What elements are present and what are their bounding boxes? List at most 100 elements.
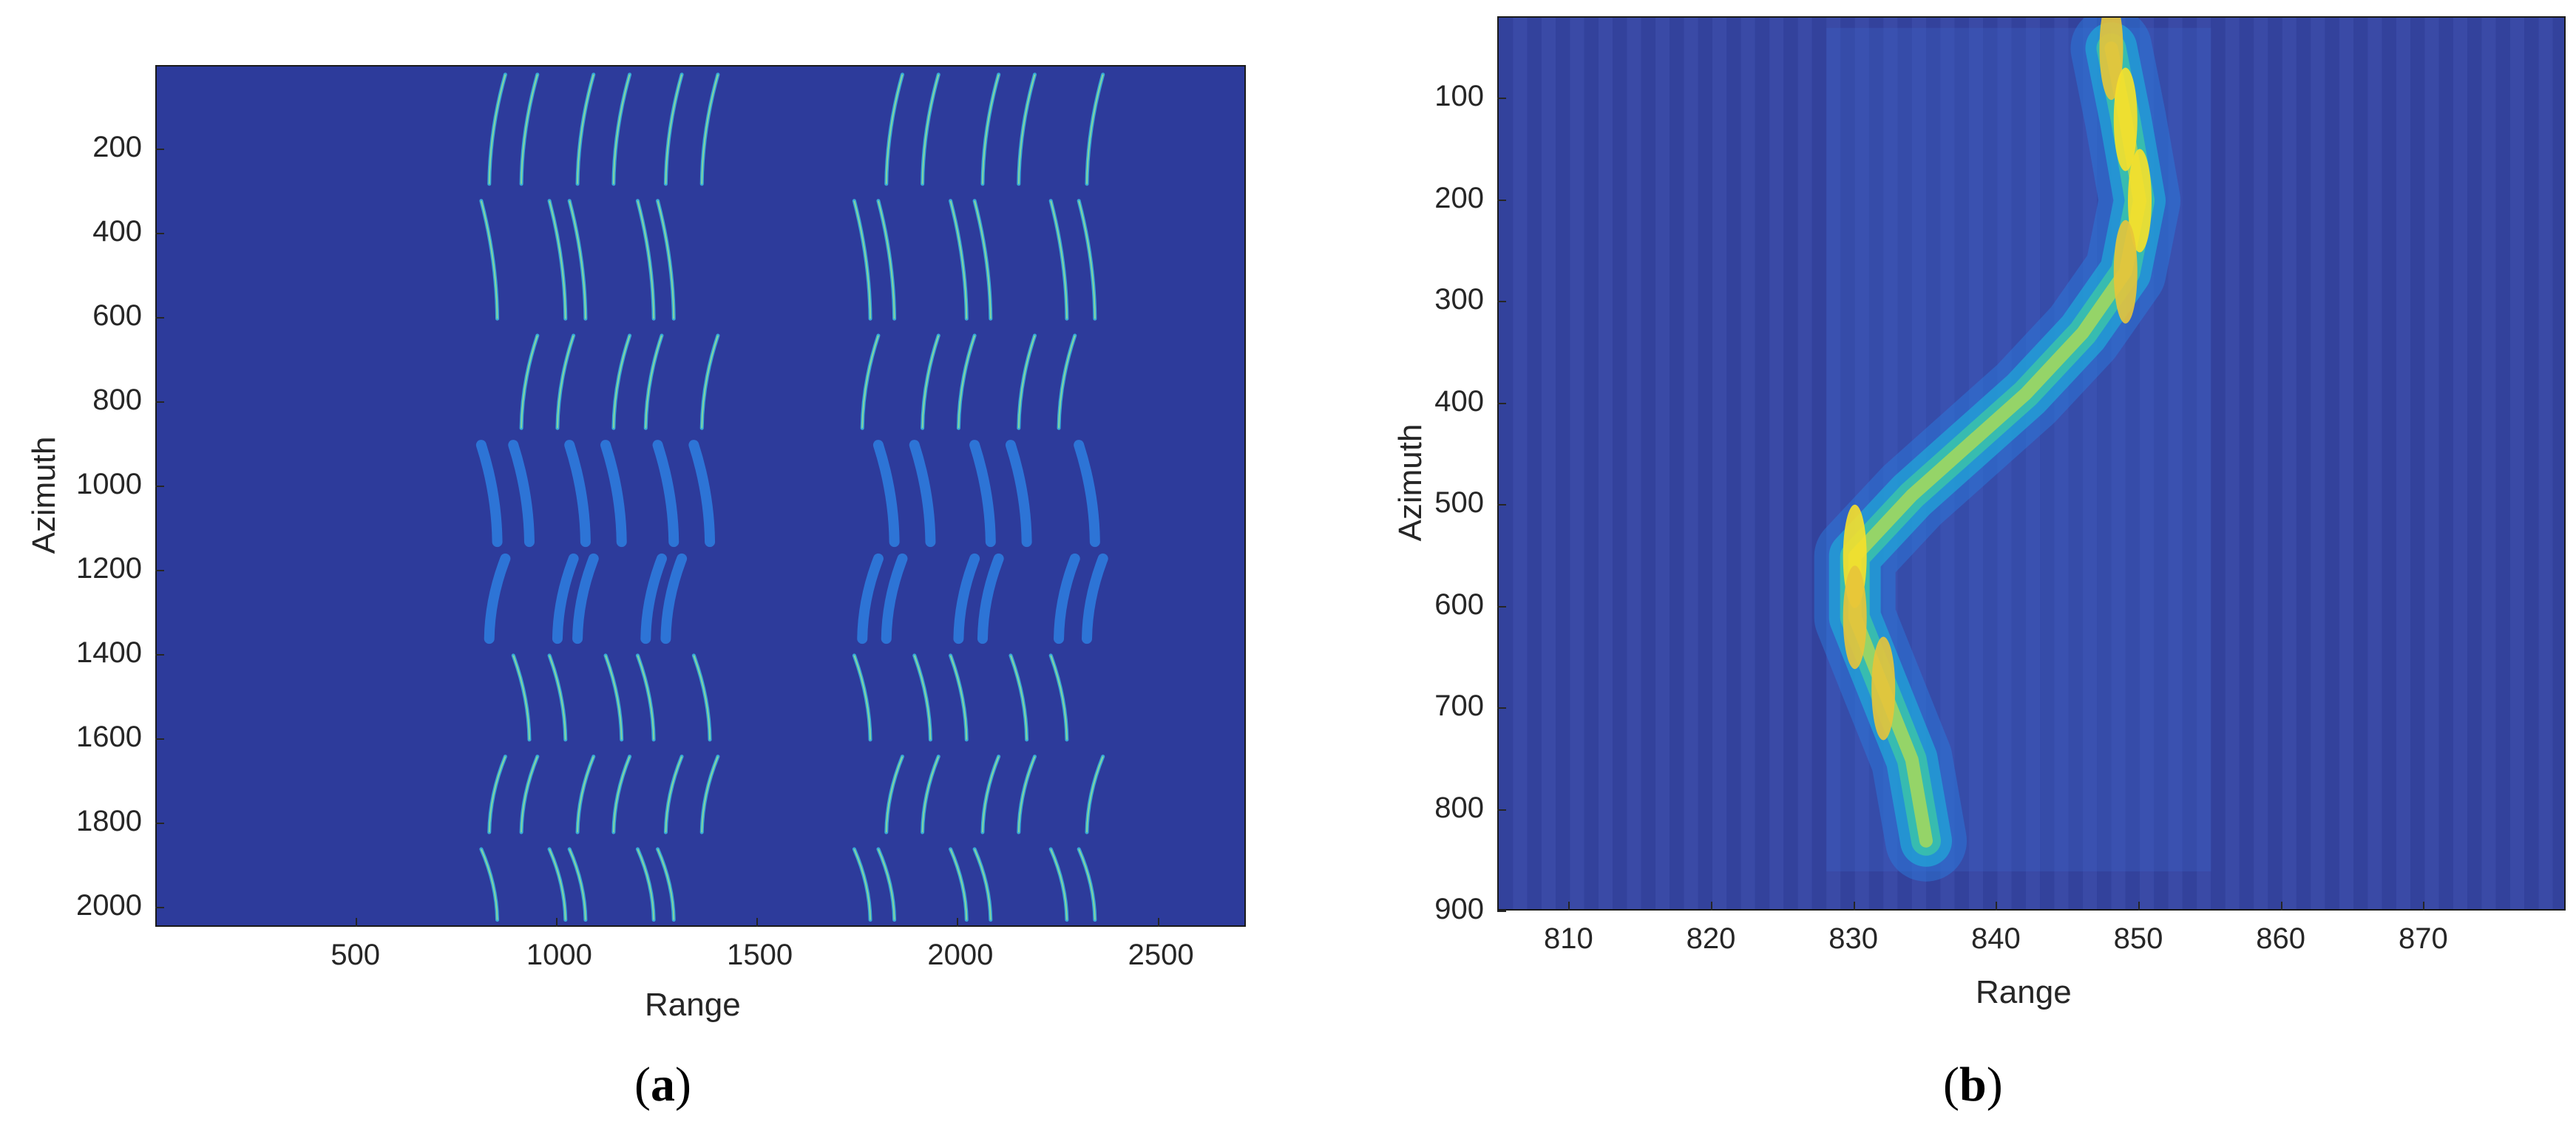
peak-b (2113, 67, 2138, 171)
y-tick-mark-0 (155, 738, 164, 740)
trace-a (860, 333, 881, 430)
y-tick-label-1: 500 (1434, 486, 1484, 519)
bg-stripe-b (2524, 18, 2539, 909)
trace-a (611, 333, 632, 430)
x-tick-label-0: 500 (331, 939, 381, 971)
trace-a (663, 72, 684, 186)
y-tick-mark-0 (155, 317, 164, 319)
trace-core-a (569, 848, 586, 920)
trace-a (884, 755, 904, 834)
y-tick-mark-1 (1497, 911, 1506, 912)
bg-stripe-b (2481, 18, 2496, 909)
trace-a (487, 72, 507, 186)
heatmap-a (475, 72, 1108, 922)
trace-core-a (577, 74, 594, 184)
bg-stripe-b (2438, 18, 2453, 909)
x-tick-mark-0 (756, 918, 759, 927)
trace-core-a (645, 335, 662, 429)
y-tick-label-0: 400 (92, 215, 142, 248)
trace-core-a (549, 848, 566, 920)
trace-core-a (853, 848, 871, 920)
trace-core-a (521, 335, 538, 429)
trace-core-a (521, 74, 538, 184)
trace-a (1085, 72, 1105, 186)
bg-stripe-b (2182, 18, 2197, 909)
trace-core-a (1078, 848, 1096, 920)
peak-b (2099, 18, 2123, 101)
bg-stripe-b (2325, 18, 2339, 909)
y-tick-label-1: 600 (1434, 588, 1484, 621)
bg-stripe-b (1641, 18, 1655, 909)
bg-stripe-b (1584, 18, 1599, 909)
trace-a (640, 553, 667, 644)
trace-core-a (1010, 655, 1028, 740)
x-tick-label-0: 2000 (927, 939, 994, 971)
trace-a (600, 440, 627, 548)
trace-a (872, 440, 900, 548)
trace-core-a (557, 335, 574, 429)
trace-a (1085, 755, 1105, 834)
y-tick-mark-0 (155, 569, 164, 571)
trace-a (977, 553, 1004, 644)
trace-core-a (613, 335, 631, 429)
trace-core-a (1050, 655, 1068, 740)
bg-stripe-b (2197, 18, 2211, 909)
bg-stripe-b (1811, 18, 1827, 909)
trace-a (567, 847, 588, 922)
bg-stripe-b (1499, 18, 1514, 909)
trace-core-a (878, 848, 895, 920)
trace-a (603, 653, 624, 742)
trace-a (1009, 653, 1029, 742)
trace-a (912, 653, 932, 742)
bg-stripe-b (2168, 18, 2183, 909)
y-tick-mark-0 (155, 906, 164, 908)
y-axis-title-a: Azimuth (26, 436, 62, 554)
bg-stripe-b (1997, 18, 2012, 909)
y-tick-mark-1 (1497, 504, 1506, 506)
y-tick-label-0: 1800 (76, 804, 142, 837)
trace-core-a (853, 200, 871, 319)
bg-stripe-b (1983, 18, 1998, 909)
bg-stripe-b (2225, 18, 2240, 909)
trace-core-a (1078, 200, 1096, 319)
bg-stripe-b (1826, 18, 1841, 909)
bg-stripe-b (1613, 18, 1627, 909)
trace-a (1082, 553, 1108, 644)
bg-stripe-b (1755, 18, 1770, 909)
x-tick-mark-0 (1157, 918, 1159, 927)
trace-core-a (1017, 335, 1036, 429)
peak-b (2113, 220, 2138, 324)
trace-core-a (613, 74, 631, 184)
trace-core-a (1050, 200, 1068, 319)
bg-stripe-b (1684, 18, 1698, 909)
x-tick-mark-0 (957, 918, 959, 927)
trace-core-a (957, 335, 975, 429)
x-tick-mark-1 (1853, 902, 1855, 911)
x-tick-label-0: 1000 (526, 939, 592, 971)
x-tick-label-1: 850 (2113, 922, 2163, 955)
y-tick-label-1: 400 (1434, 384, 1484, 418)
trace-a (699, 72, 720, 186)
trace-a (1048, 653, 1069, 742)
trace-core-a (949, 848, 968, 920)
trace-core-a (637, 848, 654, 920)
trace-core-a (693, 655, 711, 740)
trace-a (972, 199, 993, 321)
y-tick-mark-1 (1497, 199, 1506, 201)
x-axis-title-b: Range (1976, 974, 2072, 1010)
y-tick-mark-1 (1497, 605, 1506, 608)
bg-stripe-b (2495, 18, 2510, 909)
trace-a (479, 199, 500, 321)
trace-a (547, 653, 568, 742)
bg-stripe-b (2552, 18, 2564, 909)
bg-stripe-b (1769, 18, 1784, 909)
bg-stripe-b (1598, 18, 1613, 909)
trace-core-a (1050, 848, 1068, 920)
trace-a (921, 72, 940, 186)
bg-stripe-b (1541, 18, 1556, 909)
x-tick-label-0: 1500 (727, 939, 793, 971)
trace-a (956, 333, 977, 430)
trace-a (660, 553, 688, 644)
y-tick-label-0: 1400 (76, 636, 142, 669)
bg-stripe-b (2054, 18, 2069, 909)
